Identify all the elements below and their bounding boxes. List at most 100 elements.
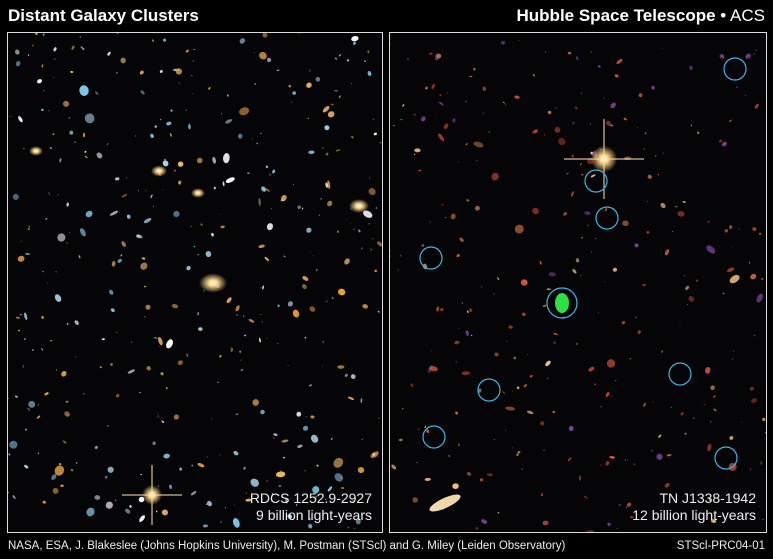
galaxy — [377, 456, 379, 457]
galaxy — [461, 371, 470, 376]
galaxy — [312, 255, 314, 257]
galaxy — [28, 400, 36, 408]
galaxy — [443, 123, 449, 129]
galaxy — [8, 453, 11, 456]
galaxy — [334, 90, 339, 92]
galaxy — [597, 65, 601, 68]
galaxy — [602, 97, 605, 99]
galaxy — [656, 453, 663, 460]
galaxy — [327, 111, 335, 118]
galaxy — [481, 519, 488, 524]
galaxy — [116, 332, 118, 333]
galaxy — [579, 163, 582, 166]
galaxy — [726, 267, 735, 273]
galaxy — [407, 57, 409, 60]
galaxy — [728, 225, 733, 229]
galaxy — [157, 414, 159, 418]
galaxy — [178, 82, 180, 84]
galaxy — [67, 322, 69, 325]
galaxy — [312, 486, 320, 494]
galaxy — [24, 312, 28, 321]
galaxy — [273, 437, 275, 439]
galaxy — [127, 369, 135, 374]
galaxy — [745, 94, 747, 97]
galaxy — [54, 465, 65, 476]
galaxy — [410, 383, 414, 388]
galaxy — [353, 41, 356, 45]
galaxy — [54, 294, 62, 302]
galaxy — [588, 366, 595, 372]
galaxy — [741, 421, 743, 423]
galaxy — [171, 303, 179, 309]
galaxy — [732, 350, 735, 352]
galaxy — [614, 74, 619, 78]
galaxy — [567, 51, 572, 55]
galaxy — [431, 83, 435, 89]
galaxy — [504, 102, 507, 106]
galaxy — [309, 384, 312, 387]
highlight-circle — [546, 287, 578, 319]
galaxy — [37, 452, 40, 455]
galaxy — [169, 484, 173, 490]
galaxy — [493, 293, 495, 295]
galaxy — [260, 132, 262, 134]
galaxy — [561, 289, 563, 291]
galaxy — [192, 60, 194, 62]
galaxy — [309, 517, 311, 521]
galaxy — [248, 318, 255, 323]
galaxy — [82, 392, 85, 395]
galaxy — [173, 414, 179, 420]
galaxy — [548, 272, 556, 277]
galaxy — [79, 228, 86, 237]
galaxy — [246, 172, 250, 174]
galaxy — [400, 255, 402, 257]
galaxy — [110, 362, 113, 366]
galaxy — [163, 158, 167, 161]
galaxy — [273, 433, 278, 437]
galaxy — [420, 116, 426, 122]
galaxy — [152, 441, 156, 446]
galaxy — [326, 300, 328, 302]
galaxy — [375, 207, 378, 209]
galaxy — [235, 413, 238, 415]
galaxy — [605, 461, 610, 466]
galaxy — [654, 155, 657, 157]
galaxy — [627, 459, 629, 461]
galaxy — [49, 147, 52, 149]
galaxy — [580, 92, 583, 94]
galaxy — [563, 212, 568, 216]
galaxy — [67, 414, 69, 416]
galaxy — [48, 192, 50, 194]
galaxy — [166, 121, 172, 126]
galaxy — [374, 269, 378, 273]
galaxy — [350, 374, 356, 379]
galaxy — [260, 287, 262, 289]
galaxy — [532, 129, 538, 134]
galaxy — [143, 285, 147, 288]
galaxy — [470, 334, 473, 337]
galaxy — [666, 453, 672, 457]
galaxy — [351, 136, 354, 139]
galaxy — [482, 86, 487, 91]
galaxy — [709, 420, 712, 424]
galaxy — [217, 381, 219, 383]
galaxy — [22, 364, 24, 368]
galaxy — [425, 86, 428, 90]
galaxy — [24, 337, 26, 341]
galaxy — [74, 356, 76, 358]
galaxy — [634, 316, 638, 319]
galaxy — [360, 398, 363, 403]
galaxy — [753, 53, 756, 56]
galaxy — [475, 527, 478, 530]
galaxy — [440, 308, 444, 312]
galaxy — [57, 194, 59, 196]
galaxy — [688, 295, 695, 302]
highlight-circle — [595, 206, 619, 230]
galaxy — [339, 476, 343, 478]
cluster-distance: 9 billion light-years — [256, 507, 372, 523]
galaxy — [12, 495, 16, 500]
galaxy — [188, 123, 191, 130]
galaxy — [615, 379, 617, 382]
galaxy — [58, 463, 62, 466]
galaxy — [372, 118, 374, 121]
